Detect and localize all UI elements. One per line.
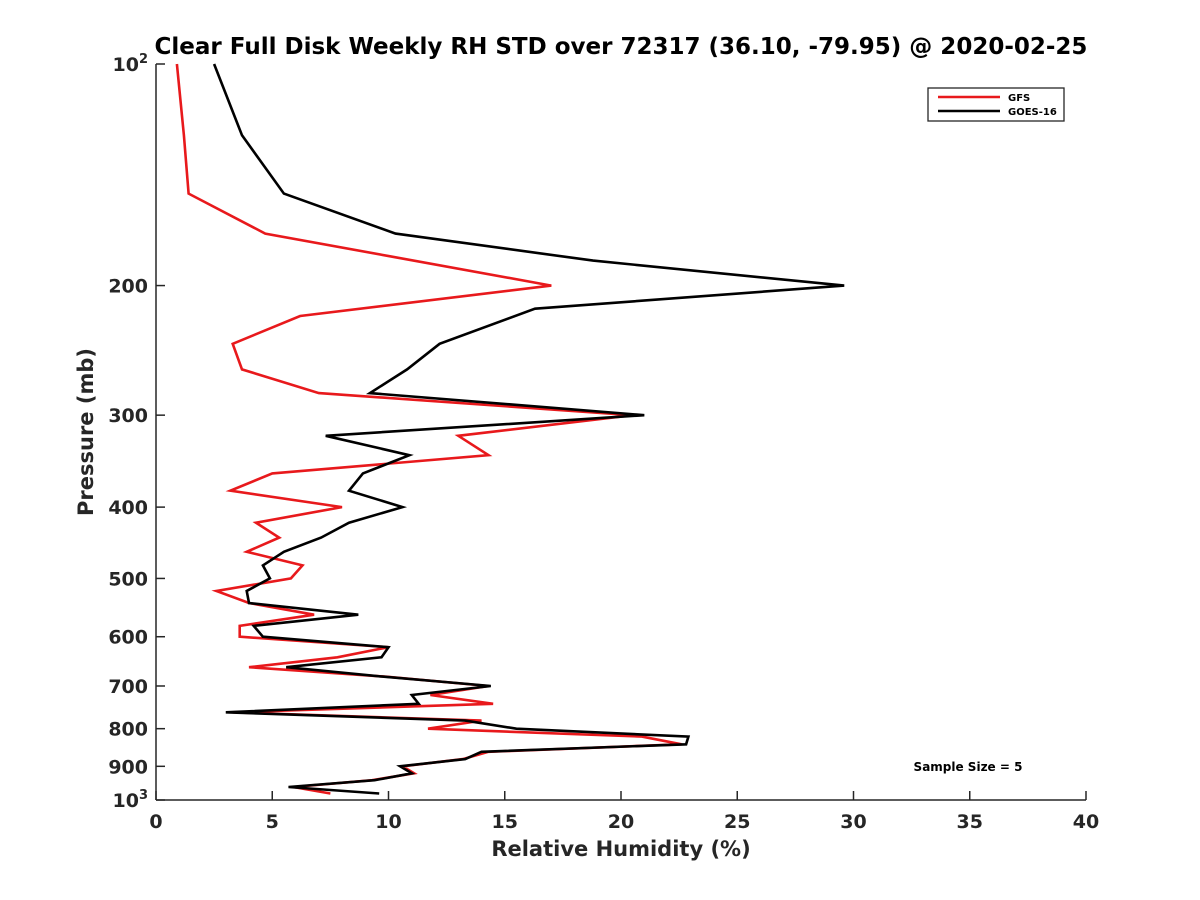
y-tick-label: 700: [108, 676, 148, 698]
legend: GFS GOES-16: [927, 87, 1065, 122]
x-tick-label: 30: [840, 811, 866, 833]
x-tick-label: 40: [1073, 811, 1099, 833]
x-tick-label: 15: [492, 811, 518, 833]
y-axis-label: Pressure (mb): [74, 348, 98, 516]
x-tick-label: 35: [957, 811, 983, 833]
plot-area: [175, 63, 845, 795]
y-tick-label: 600: [108, 627, 148, 649]
sample-size-annotation: Sample Size = 5: [914, 760, 1023, 774]
series-line-gfs: [175, 63, 682, 795]
y-tick-label: 103: [113, 788, 149, 812]
x-tick-label: 0: [149, 811, 162, 833]
x-axis-label: Relative Humidity (%): [491, 837, 750, 861]
y-tick-label: 200: [108, 276, 148, 298]
y-tick-label: 900: [108, 756, 148, 778]
y-tick-label: 400: [108, 497, 148, 519]
series-line-goes-16: [212, 63, 845, 795]
x-tick-label: 10: [375, 811, 401, 833]
x-tick-label: 25: [724, 811, 750, 833]
legend-label-goes-16: GOES-16: [1008, 107, 1057, 118]
legend-box: [927, 87, 1065, 122]
x-tick-label: 5: [266, 811, 279, 833]
y-tick-label: 800: [108, 719, 148, 741]
y-tick-label: 300: [108, 405, 148, 427]
y-tick-label: 500: [108, 568, 148, 590]
legend-label-gfs: GFS: [1008, 93, 1030, 104]
axes: 0 5 10 15 20 25 30 35 40 102 200 300 400 500 600 700 800…: [108, 52, 1099, 833]
x-tick-label: 20: [608, 811, 634, 833]
chart-title: Clear Full Disk Weekly RH STD over 72317…: [155, 34, 1088, 60]
y-tick-label: 102: [113, 52, 149, 76]
